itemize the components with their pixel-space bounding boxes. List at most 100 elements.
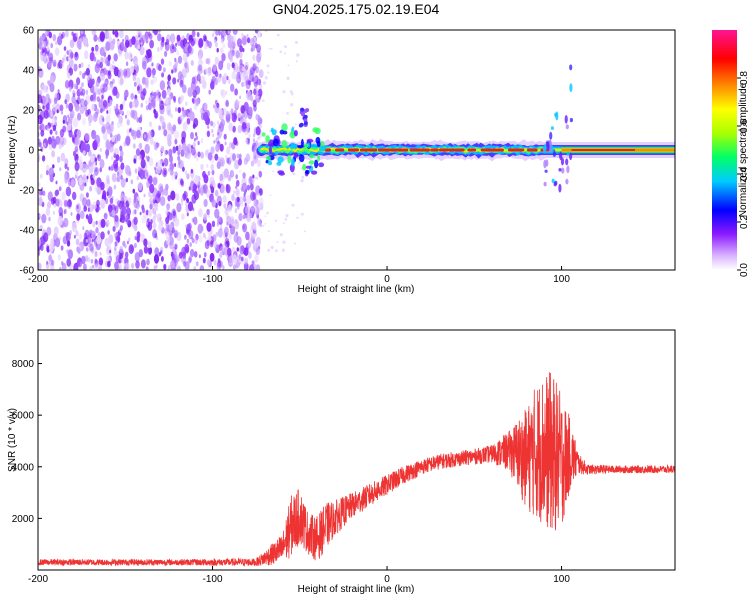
noise-blob [102,131,108,141]
noise-blob [226,157,230,164]
snr-panel: -200 -100 0 100 2000 4000 6000 8000 Height of … [7,329,676,595]
noise-blob [235,174,238,180]
noise-blob [113,159,119,169]
noise-blob [105,114,111,124]
colorbar-gradient [712,30,737,270]
noise-blob [184,243,190,253]
noise-blob [238,62,243,72]
streak-blob [303,114,308,119]
noise-blob [172,77,177,85]
noise-blob [220,89,226,99]
noise-blob [82,118,86,126]
noise-blob [83,232,88,240]
noise-blob [85,214,89,220]
noise-blob [153,76,158,84]
x-tick-label: 100 [553,574,570,585]
noise-blob [79,241,85,252]
noise-blob [228,232,232,240]
noise-blob [224,141,227,146]
noise-blob [165,150,168,155]
noise-blob [246,33,249,38]
noise-blob [39,110,46,120]
noise-blob [144,143,150,154]
onset-blob [306,138,314,143]
colorbar-tick-label: 0.2 [739,215,750,229]
noise-blob [140,158,146,169]
noise-blob [114,30,119,38]
noise-blob [184,261,190,270]
noise-blob [169,224,173,232]
distortion-blob [560,157,565,166]
noise-blob [160,196,166,207]
noise-blob [84,132,90,142]
noise-blob [53,62,56,67]
noise-blob [221,34,224,38]
noise-blob [73,150,76,157]
noise-blob [207,58,211,65]
noise-blob [200,138,204,143]
noise-blob [105,41,111,51]
x-tick-label: -200 [28,574,48,585]
onset-blob [302,163,307,171]
distortion-blob [565,178,569,185]
noise-blob [149,203,153,210]
noise-blob [145,38,149,44]
distortion-blob [552,151,557,157]
noise-blob [40,173,43,179]
noise-blob [102,190,106,198]
noise-speckle [300,167,303,170]
noise-blob [95,79,100,87]
noise-blob [147,218,150,224]
noise-blob [176,50,179,56]
noise-blob [174,138,178,145]
noise-blob [59,266,62,270]
noise-blob [214,39,217,44]
noise-blob [180,197,184,203]
noise-blob [230,83,235,93]
noise-blob [176,202,182,213]
noise-blob [152,222,157,230]
noise-blob [172,45,175,50]
noise-blob [180,180,185,187]
noise-speckle [257,193,261,196]
noise-blob [129,101,133,109]
noise-blob [112,60,115,65]
noise-blob [59,104,64,112]
onset-blob [298,154,305,163]
noise-blob [182,142,187,152]
noise-blob [251,260,255,266]
noise-blob [180,114,184,122]
noise-blob [46,170,49,176]
noise-blob [51,117,57,127]
noise-blob [203,213,208,221]
onset-blob [314,159,319,169]
noise-blob [215,143,220,153]
noise-blob [257,79,262,86]
noise-blob [207,152,213,161]
noise-blob [83,36,89,47]
noise-blob [252,99,257,108]
noise-speckle [284,218,288,221]
noise-blob [144,32,149,42]
noise-blob [214,99,218,106]
noise-blob [42,190,46,196]
noise-blob [63,208,67,214]
noise-blob [175,193,180,201]
noise-blob [93,264,99,270]
noise-blob [147,241,152,249]
noise-blob [220,47,224,54]
noise-blob [101,126,106,134]
noise-blob [241,81,245,87]
noise-speckle [304,230,306,233]
noise-blob [248,137,251,142]
noise-blob [52,124,57,132]
noise-blob [190,60,194,66]
noise-blob [225,207,228,211]
noise-blob [65,186,72,197]
noise-blob [94,45,100,56]
noise-blob [55,189,60,196]
noise-blob [177,155,181,162]
noise-blob [52,164,55,169]
noise-blob [109,83,114,91]
